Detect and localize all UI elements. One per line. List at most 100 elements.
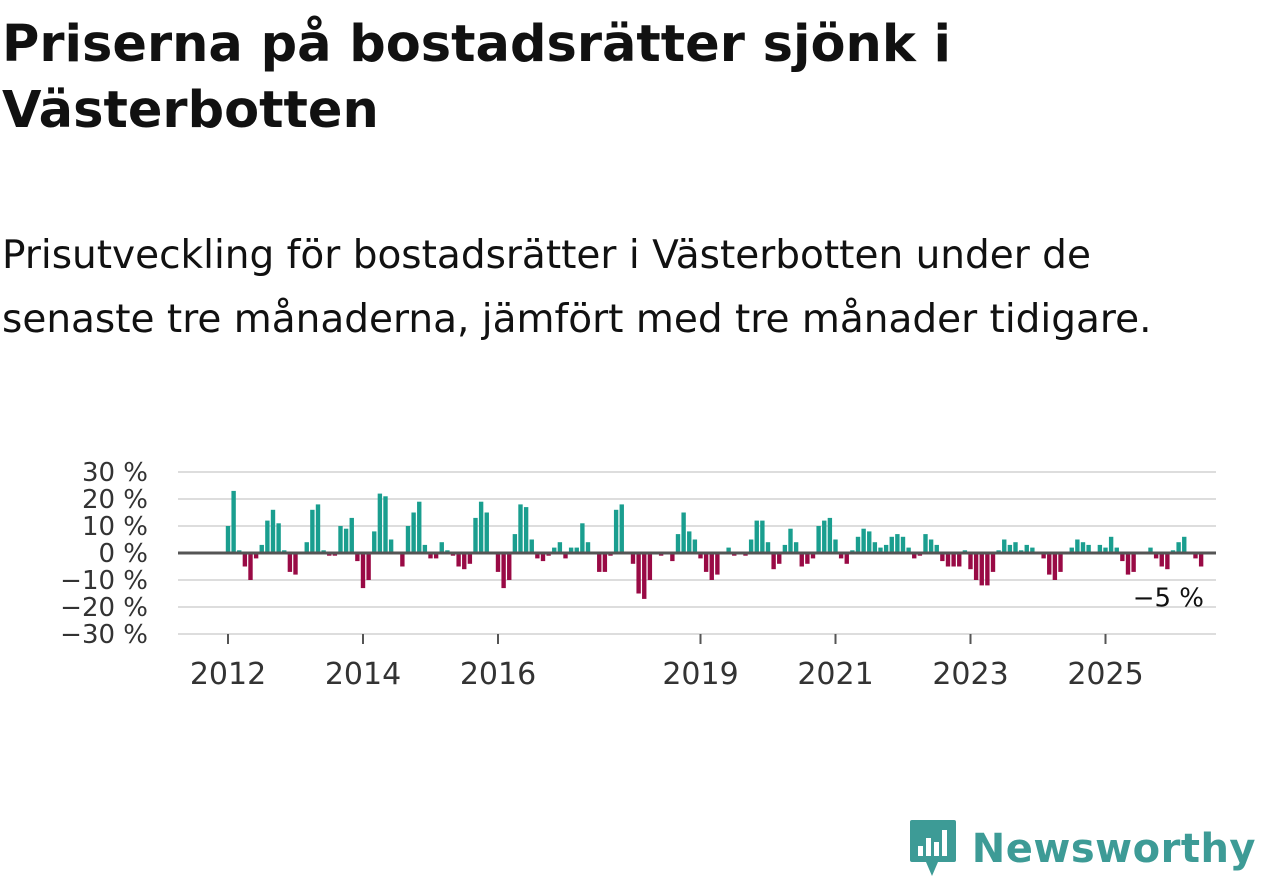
bar [1125, 553, 1131, 575]
bar [619, 504, 624, 553]
bar [315, 504, 321, 553]
bar [287, 553, 293, 572]
bar [715, 553, 720, 575]
bar [889, 536, 894, 553]
bar [934, 544, 939, 553]
bar [293, 553, 298, 575]
bar [878, 547, 883, 553]
bar [1182, 536, 1187, 553]
x-axis-ticks: 2012 2014 2016 2019 2021 2023 2025 [190, 634, 1144, 692]
bar [872, 542, 878, 553]
bar-chart: 30 %20 %10 %0 %−10 %−20 %−30 % 2012 2014 2… [60, 458, 1216, 692]
bar [405, 526, 411, 553]
bar [647, 553, 653, 580]
bar [670, 553, 675, 562]
bar [253, 553, 259, 559]
bar [433, 553, 439, 559]
y-tick-label: 10 % [82, 512, 148, 542]
bar [602, 553, 608, 572]
bar [765, 542, 771, 553]
bar [838, 553, 844, 559]
bar [855, 536, 861, 553]
bar [1165, 553, 1170, 570]
y-tick-label: −10 % [60, 566, 148, 596]
bar [422, 544, 428, 553]
bar [900, 536, 906, 553]
bar [754, 520, 759, 553]
bar [372, 531, 377, 553]
bar [799, 553, 804, 567]
bar [945, 553, 951, 567]
bar [467, 553, 473, 564]
bar [748, 539, 754, 553]
bar [973, 553, 979, 580]
bar [242, 553, 248, 567]
bar [692, 539, 698, 553]
y-tick-label: 20 % [82, 485, 148, 515]
bar [360, 553, 366, 589]
bar [349, 517, 354, 553]
y-tick-label: −20 % [60, 593, 148, 623]
bar [383, 496, 388, 553]
bar [1153, 553, 1159, 559]
bar [630, 553, 636, 564]
bar [388, 539, 394, 553]
bar [1041, 553, 1046, 559]
bar [613, 509, 619, 553]
bar [343, 528, 349, 553]
bar [411, 512, 416, 553]
bar [478, 501, 484, 553]
bar [377, 493, 383, 553]
x-tick-label: 2025 [1067, 657, 1143, 692]
bar [1193, 553, 1198, 559]
bar [473, 517, 478, 553]
bar [400, 553, 405, 567]
bar [304, 542, 309, 553]
bars [225, 490, 1204, 599]
bar [979, 553, 984, 586]
bar [636, 553, 641, 594]
bar [1030, 547, 1035, 553]
chart-title: Priserna på bostadsrätter sjönk i Väster… [2, 15, 951, 140]
bar [703, 553, 709, 572]
y-tick-label: 30 % [82, 458, 148, 488]
bar [1198, 553, 1204, 567]
bar [248, 553, 253, 580]
y-axis-ticks: 30 %20 %10 %0 %−10 %−20 %−30 % [60, 458, 148, 650]
bar [259, 544, 264, 553]
bar [568, 547, 574, 553]
bar [585, 542, 591, 553]
bar [552, 547, 557, 553]
bar [1069, 547, 1074, 553]
bar [675, 534, 681, 553]
bar [805, 553, 810, 564]
bar [1024, 544, 1029, 553]
newsworthy-logo: Newsworthy [908, 818, 1256, 880]
bar [940, 553, 945, 562]
bar [501, 553, 506, 589]
bar [1120, 553, 1125, 562]
bar [912, 553, 917, 559]
bar [580, 523, 585, 553]
bar [557, 542, 563, 553]
bar [895, 534, 900, 553]
bar [923, 534, 928, 553]
bar [456, 553, 461, 567]
bar [1002, 539, 1007, 553]
x-tick-label: 2021 [797, 657, 873, 692]
bar [827, 517, 833, 553]
bar [1114, 547, 1119, 553]
bar [990, 553, 996, 572]
bar [276, 523, 281, 553]
bar [1080, 542, 1086, 553]
bar [928, 539, 934, 553]
bar [1131, 553, 1136, 572]
bar [518, 504, 523, 553]
bar [439, 542, 444, 553]
newsworthy-logo-icon [909, 820, 956, 876]
bar [906, 547, 911, 553]
bar [760, 520, 765, 553]
bar [231, 490, 236, 553]
bar [597, 553, 602, 572]
x-tick-label: 2014 [325, 657, 401, 692]
